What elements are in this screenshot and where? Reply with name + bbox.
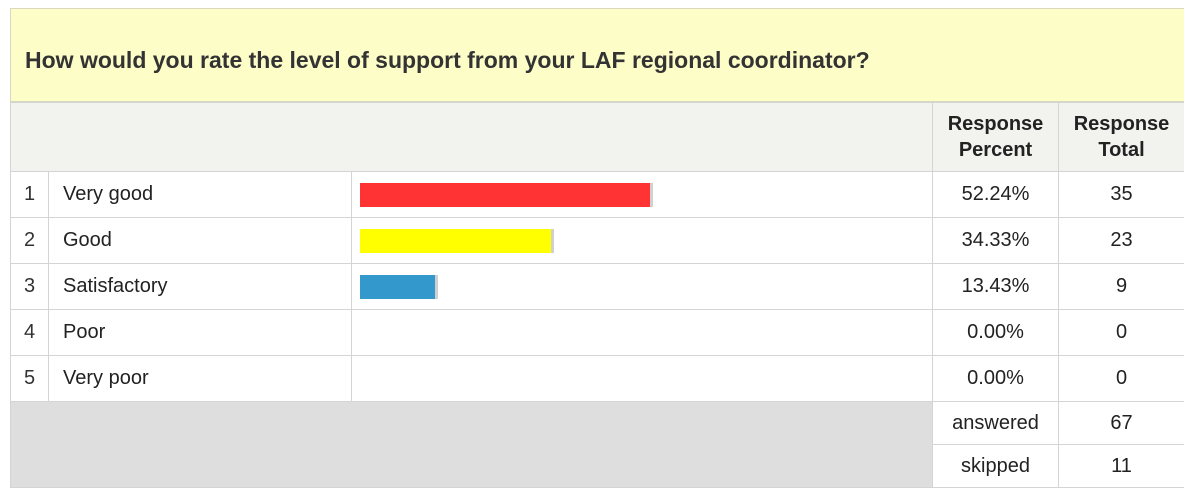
header-blank (11, 103, 933, 172)
bar (360, 183, 650, 207)
bar-cell (352, 218, 933, 264)
response-percent: 52.24% (933, 172, 1059, 218)
row-index: 2 (11, 218, 49, 264)
answer-label: Very good (49, 172, 352, 218)
response-total: 23 (1059, 218, 1184, 264)
response-percent: 0.00% (933, 310, 1059, 356)
column-header: Response Total (1059, 103, 1184, 172)
response-total: 0 (1059, 310, 1184, 356)
bar (360, 275, 435, 299)
row-index: 3 (11, 264, 49, 310)
bar-cell (352, 264, 933, 310)
column-header: Response Percent (933, 103, 1059, 172)
question-title: How would you rate the level of support … (10, 8, 1184, 102)
summary-label: answered (933, 402, 1059, 445)
bar (360, 229, 551, 253)
summary-value: 67 (1059, 402, 1184, 445)
answer-label: Poor (49, 310, 352, 356)
header-row: Response Percent Response Total (11, 103, 1184, 172)
row-index: 4 (11, 310, 49, 356)
response-total: 0 (1059, 356, 1184, 402)
survey-result: How would you rate the level of support … (10, 8, 1184, 488)
row-index: 1 (11, 172, 49, 218)
response-total: 35 (1059, 172, 1184, 218)
response-percent: 34.33% (933, 218, 1059, 264)
answer-label: Good (49, 218, 352, 264)
bar-cell (352, 172, 933, 218)
row-index: 5 (11, 356, 49, 402)
bar-cell (352, 356, 933, 402)
bar-cell (352, 310, 933, 356)
response-total: 9 (1059, 264, 1184, 310)
answer-label: Very poor (49, 356, 352, 402)
summary-label: skipped (933, 445, 1059, 488)
summary-value: 11 (1059, 445, 1184, 488)
answer-label: Satisfactory (49, 264, 352, 310)
summary-blank (11, 402, 933, 488)
response-percent: 0.00% (933, 356, 1059, 402)
response-percent: 13.43% (933, 264, 1059, 310)
